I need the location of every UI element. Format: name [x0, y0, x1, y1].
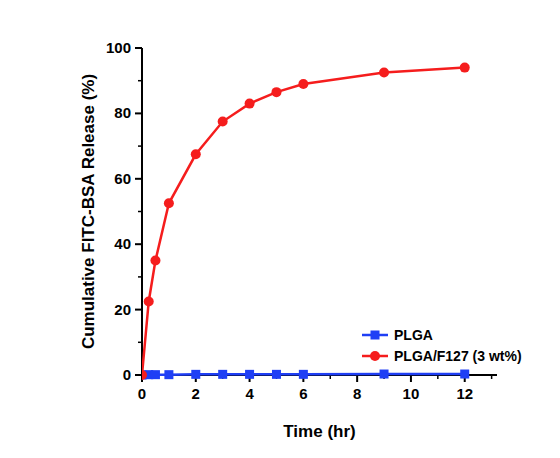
data-point [380, 370, 389, 379]
data-point [144, 296, 154, 306]
y-tick [135, 374, 142, 376]
x-tick [410, 375, 412, 382]
data-point [191, 370, 200, 379]
x-tick-label: 12 [456, 385, 473, 402]
data-point [191, 149, 201, 159]
x-tick [356, 375, 358, 382]
data-point [299, 370, 308, 379]
x-tick-label: 8 [353, 385, 361, 402]
data-point [272, 370, 281, 379]
data-point [271, 87, 281, 97]
y-tick-label: 60 [114, 170, 131, 187]
data-point [142, 370, 147, 380]
data-point [151, 370, 160, 379]
x-minor-tick [330, 375, 332, 379]
x-tick-label: 6 [299, 385, 307, 402]
x-tick-label: 2 [192, 385, 200, 402]
x-tick-label: 10 [403, 385, 420, 402]
y-tick [135, 243, 142, 245]
x-minor-tick [437, 375, 439, 379]
chart: 0 2 4 6 8 10 12 0 20 40 60 80 100 Time (hr) Cumulative… [0, 0, 560, 458]
legend-marker [370, 351, 380, 361]
y-axis-label: Cumulative FITC-BSA Release (%) [79, 74, 98, 349]
legend-marker [371, 331, 380, 340]
y-tick [135, 309, 142, 311]
y-minor-tick [138, 80, 142, 82]
x-tick-label: 4 [245, 385, 254, 402]
data-point [218, 117, 228, 127]
y-tick [135, 47, 142, 49]
y-tick-label: 100 [106, 39, 131, 56]
y-minor-tick [138, 145, 142, 147]
legend: PLGA PLGA/F127 (3 wt%) [362, 327, 522, 364]
y-tick-label: 20 [114, 301, 131, 318]
x-tick-label: 0 [138, 385, 146, 402]
data-point [150, 256, 160, 266]
y-tick-label: 0 [123, 366, 131, 383]
data-point [379, 68, 389, 78]
data-point [164, 198, 174, 208]
y-minor-tick [138, 342, 142, 344]
x-minor-tick [491, 375, 493, 379]
data-point [142, 371, 147, 380]
plot-area [142, 63, 470, 380]
y-tick [135, 178, 142, 180]
data-point [164, 370, 173, 379]
data-point [218, 370, 227, 379]
data-point [298, 79, 308, 89]
data-point [245, 370, 254, 379]
x-axis-label: Time (hr) [283, 422, 355, 441]
series-line [142, 68, 465, 375]
data-point [245, 99, 255, 109]
legend-label: PLGA [394, 327, 433, 343]
y-tick [135, 112, 142, 114]
y-minor-tick [138, 276, 142, 278]
data-point [460, 370, 469, 379]
y-tick-label: 80 [114, 104, 131, 121]
data-point [460, 63, 470, 73]
y-tick-label: 40 [114, 235, 131, 252]
legend-label: PLGA/F127 (3 wt%) [394, 348, 522, 364]
y-minor-tick [138, 211, 142, 213]
